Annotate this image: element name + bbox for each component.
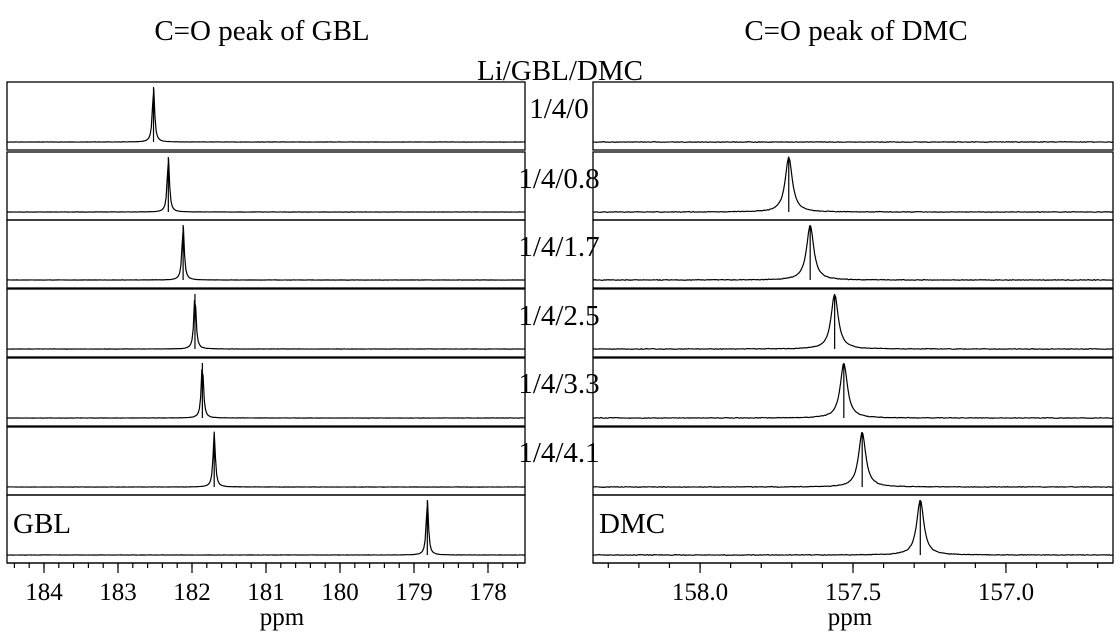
dmc-spectrum-frame <box>592 81 1114 151</box>
dmc-spectrum-trace <box>592 141 1114 143</box>
gbl-spectrum-frame <box>6 288 526 358</box>
gbl-spectrum-frame <box>6 219 526 289</box>
dmc-spectrum-trace <box>592 499 1114 556</box>
dmc-spectrum-trace <box>592 225 1114 282</box>
gbl-spectrum-frame <box>6 426 526 496</box>
dmc-spectrum-trace <box>592 363 1114 419</box>
dmc-spectrum-frame <box>592 494 1114 564</box>
ratio-label: 1/4/1.7 <box>518 231 599 263</box>
dmc-spectrum-frame <box>592 357 1114 427</box>
dmc-x-axis-title: ppm <box>828 604 873 631</box>
gbl-tick-label: 179 <box>395 579 433 606</box>
gbl-spectrum-trace <box>6 87 526 143</box>
gbl-spectrum-frame <box>6 357 526 427</box>
dmc-spectrum-frame <box>592 288 1114 358</box>
ratio-label: 1/4/0.8 <box>518 163 599 195</box>
ratio-label: 1/4/0 <box>529 93 589 125</box>
gbl-tick-label: 181 <box>247 579 285 606</box>
dmc-spectrum-trace <box>592 432 1114 488</box>
gbl-spectrum-frame <box>6 151 526 221</box>
gbl-spectrum-frame <box>6 81 526 151</box>
dmc-tick-label: 158.0 <box>672 579 728 606</box>
gbl-tick-label: 184 <box>25 579 63 606</box>
gbl-x-axis-title: ppm <box>260 604 305 631</box>
dmc-spectrum-trace <box>592 156 1114 213</box>
gbl-spectrum-trace <box>6 225 526 281</box>
dmc-panel-title: C=O peak of DMC <box>744 15 967 47</box>
gbl-spectrum-trace <box>6 157 526 213</box>
gbl-panel-title: C=O peak of GBL <box>154 15 369 47</box>
dmc-spectrum-frame <box>592 426 1114 496</box>
gbl-tick-label: 178 <box>469 579 507 606</box>
gbl-tick-label: 183 <box>99 579 137 606</box>
dmc-spectrum-frame <box>592 151 1114 221</box>
dmc-reference-label: DMC <box>599 508 665 540</box>
gbl-spectrum-trace <box>6 500 526 556</box>
ratio-label: 1/4/3.3 <box>518 368 599 400</box>
dmc-spectrum-trace <box>592 293 1114 350</box>
gbl-tick-label: 180 <box>321 579 359 606</box>
ratio-label: 1/4/4.1 <box>518 437 599 469</box>
gbl-reference-label: GBL <box>13 508 71 540</box>
gbl-spectrum-trace <box>6 294 526 350</box>
gbl-spectrum-trace <box>6 363 526 419</box>
gbl-spectrum-trace <box>6 431 526 488</box>
gbl-tick-label: 182 <box>173 579 211 606</box>
dmc-spectrum-frame <box>592 219 1114 289</box>
gbl-spectrum-frame <box>6 494 526 564</box>
dmc-tick-label: 157.5 <box>825 579 881 606</box>
dmc-tick-label: 157.0 <box>978 579 1034 606</box>
ratio-label: 1/4/2.5 <box>518 300 599 332</box>
